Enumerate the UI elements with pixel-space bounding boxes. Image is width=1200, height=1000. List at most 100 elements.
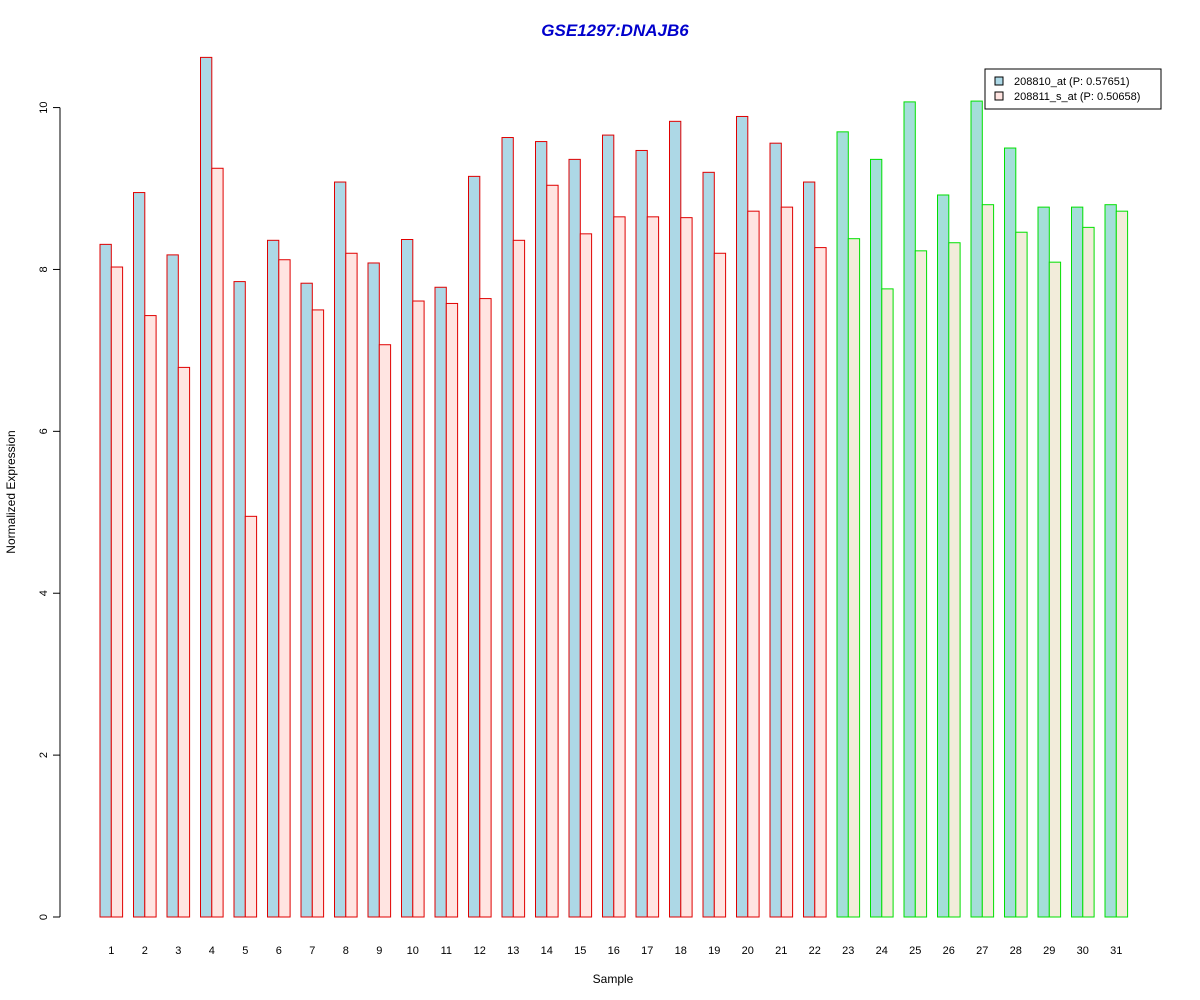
bar-sample-18-series-2 bbox=[680, 217, 693, 918]
x-tick-label: 20 bbox=[742, 945, 754, 957]
bar-sample-2-series-2 bbox=[144, 315, 157, 918]
bar-sample-5-series-1 bbox=[233, 281, 246, 918]
bar-sample-3-series-1 bbox=[166, 254, 179, 918]
bar-sample-28-series-2 bbox=[1015, 231, 1028, 918]
bar-sample-20-series-2 bbox=[747, 210, 760, 918]
x-tick-label: 26 bbox=[943, 945, 955, 957]
x-tick-label: 8 bbox=[343, 945, 349, 957]
bar-sample-21-series-2 bbox=[780, 206, 794, 918]
bar-sample-4-series-1 bbox=[200, 56, 213, 918]
bar-sample-12-series-2 bbox=[479, 298, 492, 918]
x-tick-label: 24 bbox=[876, 945, 888, 957]
bar-sample-30-series-1 bbox=[1071, 206, 1084, 918]
bar-sample-5-series-2 bbox=[244, 515, 258, 918]
legend-box bbox=[984, 68, 1162, 110]
bar-sample-3-series-2 bbox=[177, 366, 191, 918]
bar-sample-8-series-2 bbox=[345, 252, 358, 918]
x-tick-label: 21 bbox=[775, 945, 787, 957]
bar-sample-9-series-2 bbox=[378, 344, 392, 918]
y-axis-title: Normalized Expression bbox=[4, 430, 18, 553]
bar-sample-30-series-2 bbox=[1082, 226, 1095, 918]
x-tick-label: 2 bbox=[142, 945, 148, 957]
bar-sample-2-series-1 bbox=[133, 192, 146, 918]
bar-sample-22-series-1 bbox=[803, 181, 816, 918]
bar-sample-17-series-1 bbox=[635, 149, 648, 918]
x-tick-label: 30 bbox=[1077, 945, 1089, 957]
y-tick-label: 10 bbox=[38, 101, 50, 113]
bar-sample-7-series-1 bbox=[300, 282, 313, 918]
bar-sample-16-series-1 bbox=[602, 134, 615, 918]
bars-layer bbox=[99, 56, 1129, 918]
x-tick-label: 23 bbox=[842, 945, 854, 957]
x-tick-label: 10 bbox=[407, 945, 419, 957]
bar-sample-24-series-1 bbox=[870, 158, 883, 918]
x-tick-label: 27 bbox=[976, 945, 988, 957]
x-tick-label: 6 bbox=[276, 945, 282, 957]
y-tick-label: 6 bbox=[38, 428, 50, 434]
bar-sample-19-series-1 bbox=[702, 171, 715, 918]
bar-sample-26-series-2 bbox=[948, 242, 961, 918]
x-tick-label: 16 bbox=[608, 945, 620, 957]
bar-sample-31-series-2 bbox=[1115, 210, 1129, 918]
x-tick-label: 5 bbox=[242, 945, 248, 957]
x-tick-label: 13 bbox=[507, 945, 519, 957]
bar-sample-23-series-1 bbox=[836, 131, 849, 918]
x-tick-label: 22 bbox=[809, 945, 821, 957]
bar-sample-11-series-2 bbox=[445, 302, 459, 918]
bar-sample-25-series-2 bbox=[914, 250, 928, 918]
bar-sample-1-series-1 bbox=[99, 243, 112, 918]
bar-sample-8-series-1 bbox=[334, 181, 347, 918]
x-axis-title: Sample bbox=[593, 972, 634, 986]
x-tick-label: 31 bbox=[1110, 945, 1122, 957]
bar-sample-23-series-2 bbox=[847, 238, 861, 918]
bar-sample-11-series-1 bbox=[434, 286, 447, 918]
x-tick-label: 4 bbox=[209, 945, 215, 957]
y-tick-label: 2 bbox=[38, 752, 50, 758]
x-tick-label: 9 bbox=[376, 945, 382, 957]
bar-sample-13-series-1 bbox=[501, 137, 514, 918]
x-tick-label: 17 bbox=[641, 945, 653, 957]
x-tick-label: 29 bbox=[1043, 945, 1055, 957]
bar-sample-7-series-2 bbox=[311, 309, 325, 918]
bar-sample-29-series-1 bbox=[1037, 206, 1050, 918]
bar-sample-6-series-1 bbox=[267, 239, 280, 918]
bar-sample-17-series-2 bbox=[646, 216, 660, 918]
x-tick-label: 14 bbox=[541, 945, 553, 957]
x-tick-label: 28 bbox=[1010, 945, 1022, 957]
y-tick-label: 8 bbox=[38, 266, 50, 272]
bar-sample-10-series-2 bbox=[412, 300, 425, 918]
bar-sample-9-series-1 bbox=[367, 262, 380, 918]
bar-sample-1-series-2 bbox=[110, 266, 124, 918]
x-tick-labels: 1 2 3 4 5 6 7 8 9 10 11 12 13 14 15 16 17 18 19 20 21 22 23 24 2… bbox=[108, 945, 1122, 957]
legend-label-series-1: 208810_at (P: 0.57651) bbox=[1014, 76, 1130, 88]
x-tick-label: 19 bbox=[708, 945, 720, 957]
legend-label-series-2: 208811_s_at (P: 0.50658) bbox=[1014, 91, 1140, 103]
bar-sample-26-series-1 bbox=[937, 194, 950, 918]
bar-sample-29-series-2 bbox=[1048, 261, 1062, 918]
bar-sample-13-series-2 bbox=[512, 239, 526, 918]
y-tick-label: 4 bbox=[38, 590, 50, 596]
x-tick-label: 15 bbox=[574, 945, 586, 957]
bar-sample-27-series-1 bbox=[970, 100, 983, 918]
x-tick-label: 25 bbox=[909, 945, 921, 957]
legend-swatch-series-2 bbox=[994, 91, 1004, 101]
bar-sample-19-series-2 bbox=[713, 252, 727, 918]
chart-title: GSE1297:DNAJB6 bbox=[541, 21, 689, 40]
bar-sample-14-series-1 bbox=[535, 141, 548, 918]
bar-sample-12-series-1 bbox=[468, 175, 481, 918]
bar-sample-16-series-2 bbox=[613, 216, 626, 918]
bar-sample-22-series-2 bbox=[814, 247, 827, 918]
bar-sample-25-series-1 bbox=[903, 101, 916, 918]
bar-sample-18-series-1 bbox=[669, 120, 682, 918]
x-tick-label: 7 bbox=[309, 945, 315, 957]
bar-sample-4-series-2 bbox=[211, 167, 224, 918]
bar-sample-31-series-1 bbox=[1104, 204, 1117, 918]
bar-sample-15-series-2 bbox=[579, 233, 593, 918]
bar-sample-10-series-1 bbox=[401, 239, 414, 918]
legend-swatch-series-1 bbox=[994, 76, 1004, 86]
x-tick-label: 12 bbox=[474, 945, 486, 957]
x-tick-label: 1 bbox=[108, 945, 114, 957]
bar-sample-14-series-2 bbox=[546, 184, 559, 918]
y-axis: 0 2 4 6 8 10 bbox=[38, 101, 61, 920]
